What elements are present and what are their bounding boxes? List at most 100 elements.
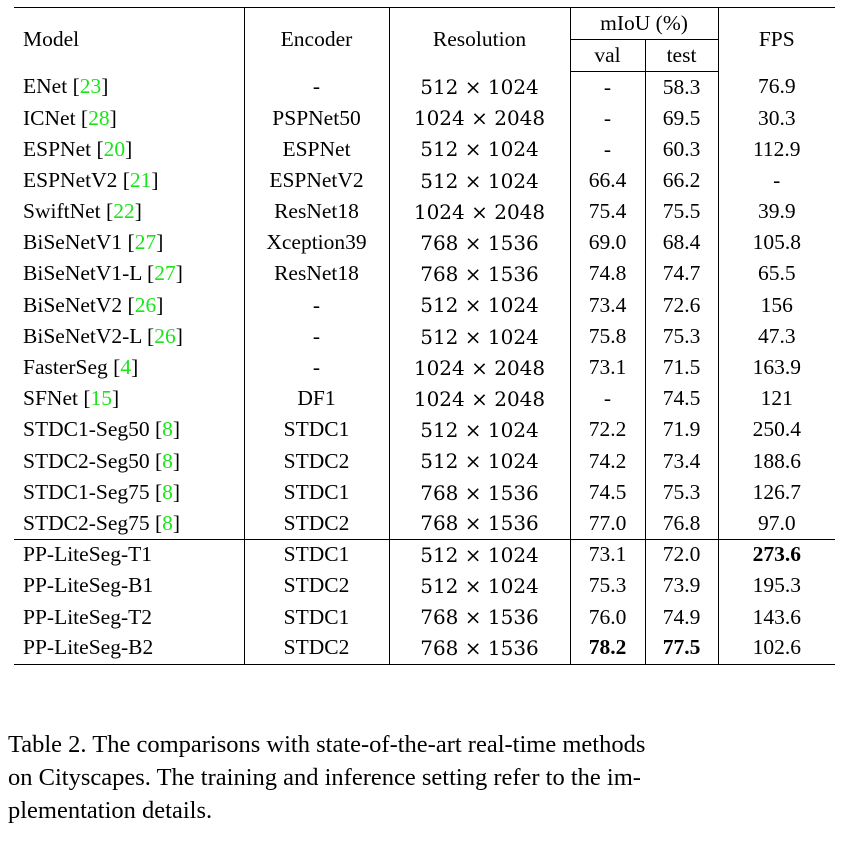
cell-model: PP-LiteSeg-T2 (14, 602, 244, 633)
cell-val: 74.8 (569, 258, 645, 290)
citation-link[interactable]: 21 (129, 167, 152, 192)
cell-resolution: 512 × 1024 (388, 71, 570, 103)
table-row: ESPNetV2 [21] ESPNetV2 512 × 1024 66.4 66.2- (14, 165, 836, 197)
cell-encoder: - (243, 321, 389, 353)
cell-model: BiSeNetV1-L [27] (23, 261, 183, 286)
cell-encoder: DF1 (243, 383, 389, 415)
cell-resolution: 768 × 1536 (388, 508, 570, 540)
cell-fps: 126.7 (717, 476, 836, 509)
model-name: BiSeNetV1 (23, 230, 123, 255)
citation-link[interactable]: 8 (162, 417, 173, 442)
cell-resolution: 768 × 1536 (388, 227, 570, 259)
cell-test: 74.9 (644, 601, 719, 633)
cell-test: 77.5 (644, 632, 719, 665)
cell-resolution: 1024 × 2048 (388, 102, 570, 134)
table-row: ENet [23] -512 × 1024-58.3 76.9 (14, 71, 836, 103)
cell-resolution: 1024 × 2048 (388, 196, 570, 228)
citation-link[interactable]: 26 (154, 323, 176, 348)
cell-fps: 143.6 (717, 601, 836, 633)
model-name: ESPNet (23, 136, 92, 161)
cell-encoder: STDC1 (243, 601, 389, 633)
cell-val: 74.5 (569, 476, 645, 509)
cell-resolution: 512 × 1024 (388, 289, 570, 321)
model-name: PP-LiteSeg-B1 (23, 573, 154, 598)
cell-resolution: 512 × 1024 (388, 570, 570, 602)
cell-resolution: 512 × 1024 (388, 538, 570, 571)
cell-val: 75.4 (569, 196, 645, 228)
cell-model: BiSeNetV2-L [26] (23, 323, 183, 348)
cell-fps: 76.9 (717, 71, 836, 103)
table-row: STDC2-Seg50 [8] STDC2 512 × 1024 74.2 73.4 18… (14, 445, 836, 477)
table-row: STDC1-Seg50 [8] STDC1 512 × 1024 72.2 71.9 25… (14, 414, 836, 446)
cell-test: 76.8 (644, 508, 719, 540)
model-name: BiSeNetV2-L (23, 323, 142, 348)
citation-link[interactable]: 27 (134, 230, 157, 255)
cell-fps: 30.3 (717, 102, 836, 134)
model-name: PP-LiteSeg-B2 (23, 635, 154, 660)
header-encoder: Encoder (243, 7, 389, 72)
cell-fps: 112.9 (717, 133, 836, 166)
cell-val: 73.4 (569, 289, 645, 321)
cell-encoder: ESPNet (243, 133, 389, 166)
cell-encoder: STDC2 (243, 632, 389, 665)
table-row: BiSeNetV1-L [27] ResNet18 768 × 1536 74.8 74… (14, 258, 836, 290)
model-name: ESPNetV2 (23, 167, 118, 192)
cell-fps: 250.4 (717, 414, 836, 446)
cell-val: 73.1 (569, 538, 645, 571)
cell-model: SFNet [15] (23, 386, 120, 411)
cell-resolution: 512 × 1024 (388, 445, 570, 477)
citation-link[interactable]: 26 (134, 292, 157, 317)
citation-link[interactable]: 8 (162, 510, 173, 535)
cell-val: 74.2 (569, 445, 645, 477)
citation-link[interactable]: 28 (88, 105, 110, 130)
citation-link[interactable]: 8 (162, 479, 173, 504)
cell-test: 75.3 (644, 321, 719, 353)
table-row: STDC1-Seg75 [8] STDC1 768 × 1536 74.5 75.3 12… (14, 476, 836, 509)
cell-val: 76.0 (569, 601, 645, 633)
model-name: STDC2-Seg50 (23, 448, 150, 473)
cell-encoder: STDC2 (243, 445, 389, 477)
cell-encoder: ResNet18 (243, 196, 389, 228)
model-name: ENet (23, 74, 68, 99)
table-caption: Table 2. The comparisons with state-of-t… (8, 728, 844, 827)
table-row: BiSeNetV2 [26] -512 × 1024 73.4 72.6 156 (14, 289, 836, 321)
cell-fps: 65.5 (717, 258, 836, 290)
cell-resolution: 512 × 1024 (388, 321, 570, 353)
model-name: STDC2-Seg75 (23, 510, 150, 535)
table-row: PP-LiteSeg-B2 STDC2 768 × 1536 78.2 77.5 102.… (14, 632, 836, 665)
cell-resolution: 512 × 1024 (388, 165, 570, 197)
table-row: ESPNet [20] ESPNet 512 × 1024-60.3 112.9 (14, 133, 836, 166)
header-fps: FPS (717, 7, 836, 72)
cell-encoder: PSPNet50 (243, 102, 389, 134)
cell-fps: 273.6 (717, 538, 836, 571)
cell-encoder: Xception39 (243, 227, 389, 259)
cell-resolution: 768 × 1536 (388, 476, 570, 509)
cell-val: 75.3 (569, 570, 645, 602)
citation-link[interactable]: 23 (79, 74, 102, 99)
table-row: BiSeNetV1 [27] Xception39 768 × 1536 69.0 68… (14, 227, 836, 259)
results-table-container: Model Encoder Resolution mIoU (%) FPS va… (14, 7, 836, 665)
cell-resolution: 1024 × 2048 (388, 352, 570, 384)
cell-fps: 188.6 (717, 445, 836, 477)
citation-link[interactable]: 20 (103, 136, 126, 161)
cell-model: PP-LiteSeg-T1 (14, 538, 244, 571)
model-name: BiSeNetV2 (23, 292, 123, 317)
caption-line: on Cityscapes. The training and inferenc… (8, 764, 641, 791)
header-test: test (644, 39, 719, 72)
citation-link[interactable]: 8 (162, 448, 173, 473)
model-name: PP-LiteSeg-T2 (23, 604, 152, 629)
cell-fps: - (717, 165, 836, 197)
citation-link[interactable]: 22 (113, 199, 135, 224)
table-row: ICNet [28] PSPNet50 1024 × 2048-69.5 30.3 (14, 102, 836, 134)
cell-model: STDC2-Seg50 [8] (23, 448, 181, 473)
citation-link[interactable]: 27 (154, 261, 176, 286)
cell-test: 74.5 (644, 383, 719, 415)
cell-resolution: 768 × 1536 (388, 601, 570, 633)
cell-fps: 156 (717, 289, 836, 321)
header-resolution: Resolution (388, 7, 570, 72)
cell-resolution: 1024 × 2048 (388, 383, 570, 415)
citation-link[interactable]: 4 (120, 355, 132, 380)
citation-link[interactable]: 15 (90, 386, 113, 411)
cell-test: 75.5 (644, 196, 719, 228)
cell-fps: 39.9 (717, 196, 836, 228)
